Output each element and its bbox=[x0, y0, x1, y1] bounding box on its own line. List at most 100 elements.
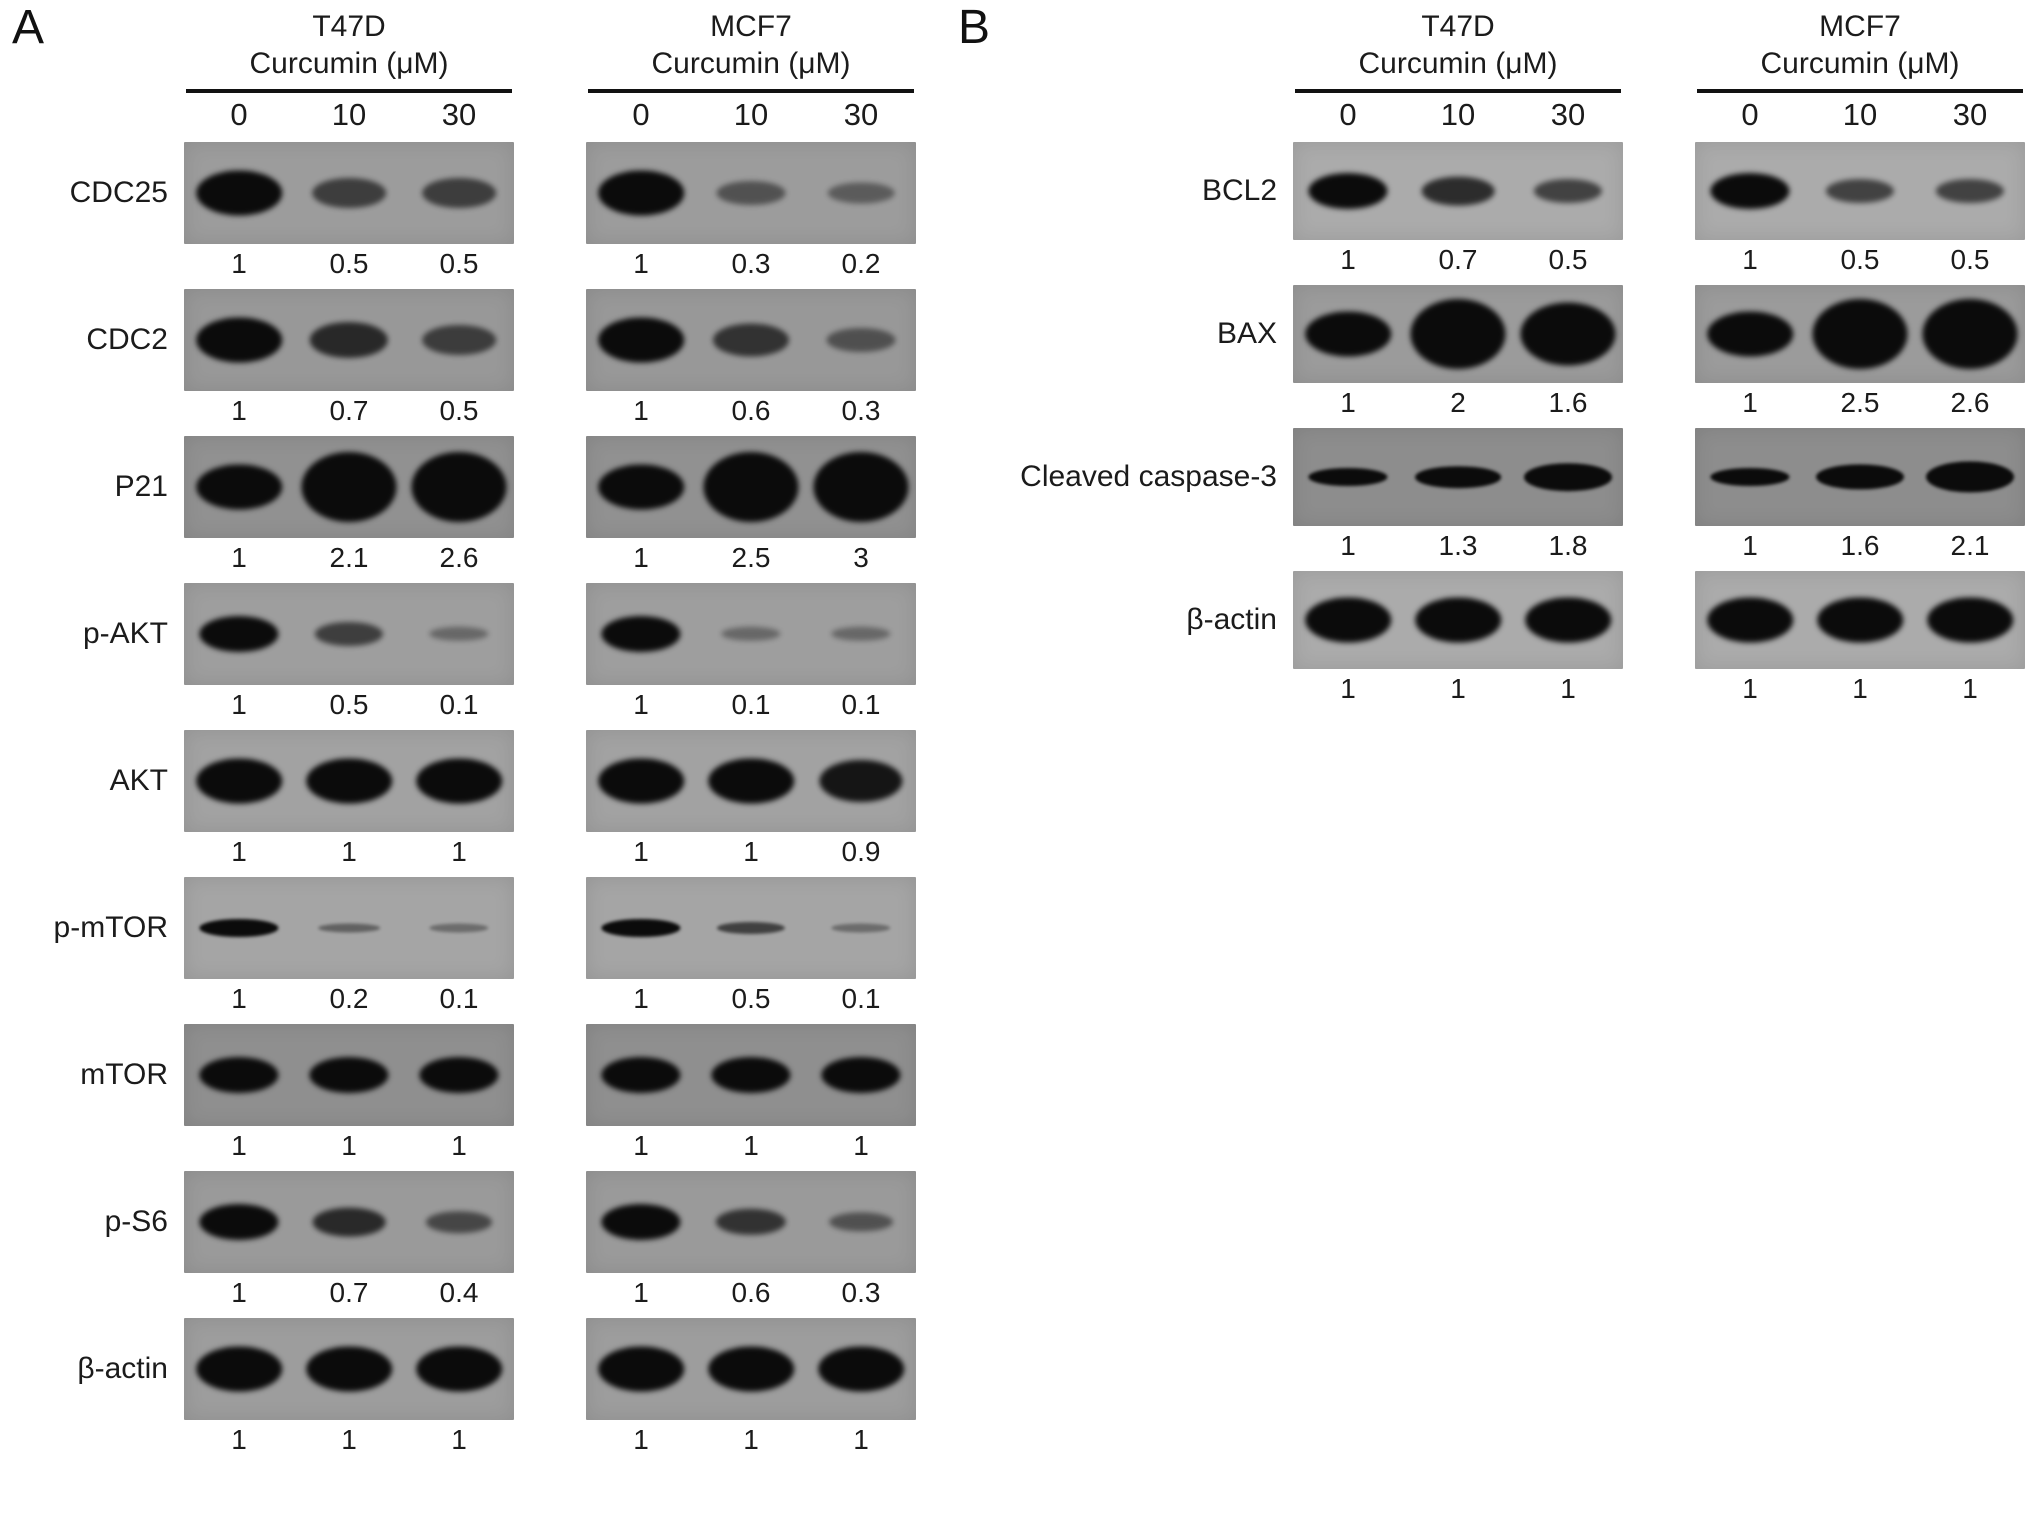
header-rule bbox=[1295, 89, 1621, 93]
band-intensity-values: 1 0.5 0.1 bbox=[586, 979, 916, 1019]
dose-label: 10 bbox=[1842, 97, 1878, 132]
protein-label: AKT bbox=[109, 764, 168, 797]
band-intensity-value: 2.1 bbox=[329, 542, 369, 573]
protein-band bbox=[708, 758, 794, 804]
band-intensity-value: 1 bbox=[341, 836, 357, 867]
protein-band bbox=[712, 323, 790, 357]
blot-cell: 1 0.2 0.1 bbox=[184, 877, 514, 1019]
protein-band bbox=[422, 325, 496, 355]
western-blot-image bbox=[184, 289, 514, 391]
protein-label: CDC2 bbox=[86, 323, 168, 356]
protein-band bbox=[196, 317, 282, 363]
band-intensity-value: 1 bbox=[231, 689, 247, 720]
blot-cell: 1 2.5 3 bbox=[586, 436, 916, 578]
band-intensity-value: 0.3 bbox=[731, 248, 771, 279]
band-intensity-value: 1 bbox=[1340, 530, 1356, 561]
cell-line-column-header: MCF7 Curcumin (μM) 0 10 30 bbox=[586, 8, 916, 134]
protein-band bbox=[708, 1346, 794, 1392]
band-intensity-value: 1 bbox=[341, 1130, 357, 1161]
protein-band bbox=[196, 170, 282, 216]
band-intensity-value: 0.5 bbox=[329, 689, 369, 720]
band-intensity-value: 1.3 bbox=[1438, 530, 1478, 561]
blot-cell: 1 0.7 0.5 bbox=[184, 289, 514, 431]
band-intensity-value: 2.6 bbox=[439, 542, 479, 573]
protein-band bbox=[715, 1208, 787, 1236]
blot-cell: 1 1 1 bbox=[184, 1024, 514, 1166]
band-intensity-value: 1 bbox=[633, 248, 649, 279]
header-rule bbox=[588, 89, 914, 93]
protein-band bbox=[1305, 597, 1391, 643]
protein-band bbox=[429, 923, 489, 933]
dose-label: 30 bbox=[1952, 97, 1988, 132]
protein-band bbox=[1421, 176, 1495, 206]
protein-band bbox=[312, 1207, 386, 1237]
band-intensity-values: 1 1 1 bbox=[184, 1126, 514, 1166]
band-intensity-value: 2 bbox=[1450, 387, 1466, 418]
protein-label: P21 bbox=[114, 470, 168, 503]
band-intensity-values: 1 0.5 0.5 bbox=[184, 244, 514, 284]
protein-band bbox=[199, 919, 279, 937]
blot-row: BAX 1 2 1.6 1 2.5 2.6 bbox=[958, 285, 2030, 423]
protein-band bbox=[1922, 299, 2018, 369]
dose-label: 0 bbox=[1339, 97, 1357, 132]
band-intensity-values: 1 1 1 bbox=[184, 1420, 514, 1460]
band-intensity-value: 1 bbox=[743, 836, 759, 867]
protein-band bbox=[422, 178, 496, 208]
dose-label: 10 bbox=[733, 97, 769, 132]
blot-cell: 1 0.5 0.5 bbox=[1695, 142, 2025, 280]
band-intensity-value: 1 bbox=[1450, 673, 1466, 704]
blot-cell: 1 0.6 0.3 bbox=[586, 289, 916, 431]
band-intensity-values: 1 2.1 2.6 bbox=[184, 538, 514, 578]
blot-cell: 1 0.7 0.4 bbox=[184, 1171, 514, 1313]
protein-band bbox=[1816, 464, 1904, 490]
blot-cell: 1 1.3 1.8 bbox=[1293, 428, 1623, 566]
band-intensity-value: 0.5 bbox=[1840, 244, 1880, 275]
protein-band bbox=[309, 322, 389, 358]
protein-band bbox=[199, 616, 279, 652]
protein-band bbox=[1707, 597, 1793, 643]
protein-band bbox=[196, 758, 282, 804]
protein-band bbox=[199, 1204, 279, 1240]
band-intensity-value: 1 bbox=[633, 689, 649, 720]
band-intensity-value: 1 bbox=[231, 836, 247, 867]
blot-row: mTOR 1 1 1 1 1 1 bbox=[12, 1024, 958, 1166]
cell-line-name: T47D bbox=[312, 10, 386, 43]
protein-band bbox=[819, 760, 903, 802]
band-intensity-value: 1 bbox=[231, 542, 247, 573]
protein-band bbox=[1308, 468, 1388, 486]
western-blot-image bbox=[586, 1171, 916, 1273]
protein-band bbox=[301, 452, 397, 522]
band-intensity-value: 0.1 bbox=[439, 689, 479, 720]
blot-cell: 1 1 1 bbox=[1695, 571, 2025, 709]
western-blot-image bbox=[586, 1024, 916, 1126]
band-intensity-values: 1 0.3 0.2 bbox=[586, 244, 916, 284]
protein-label: β-actin bbox=[1186, 603, 1277, 636]
western-blot-image bbox=[184, 877, 514, 979]
protein-band bbox=[1308, 173, 1388, 209]
band-intensity-value: 0.7 bbox=[1438, 244, 1478, 275]
blot-cell: 1 1 1 bbox=[184, 730, 514, 872]
protein-band bbox=[598, 464, 684, 510]
blot-row: AKT 1 1 1 1 1 0.9 bbox=[12, 730, 958, 872]
band-intensity-value: 0.1 bbox=[841, 689, 881, 720]
blot-row: p-S6 1 0.7 0.4 1 0.6 0.3 bbox=[12, 1171, 958, 1313]
band-intensity-value: 0.1 bbox=[439, 983, 479, 1014]
dose-label: 0 bbox=[230, 97, 248, 132]
blot-cell: 1 1 0.9 bbox=[586, 730, 916, 872]
protein-band bbox=[1927, 597, 2013, 643]
protein-band bbox=[829, 1212, 893, 1232]
western-blot-image bbox=[1293, 142, 1623, 240]
cell-line-column-header: MCF7 Curcumin (μM) 0 10 30 bbox=[1695, 8, 2025, 134]
dose-label: 0 bbox=[1741, 97, 1759, 132]
band-intensity-value: 1 bbox=[633, 1277, 649, 1308]
protein-band bbox=[818, 1346, 904, 1392]
band-intensity-value: 1 bbox=[231, 248, 247, 279]
protein-band bbox=[416, 758, 502, 804]
band-intensity-value: 1 bbox=[1962, 673, 1978, 704]
western-blot-image bbox=[184, 142, 514, 244]
blot-cell: 1 0.5 0.1 bbox=[184, 583, 514, 725]
protein-label: BCL2 bbox=[1201, 174, 1277, 207]
blot-cell: 1 2.1 2.6 bbox=[184, 436, 514, 578]
band-intensity-value: 0.6 bbox=[731, 395, 771, 426]
western-blot-image bbox=[184, 1318, 514, 1420]
